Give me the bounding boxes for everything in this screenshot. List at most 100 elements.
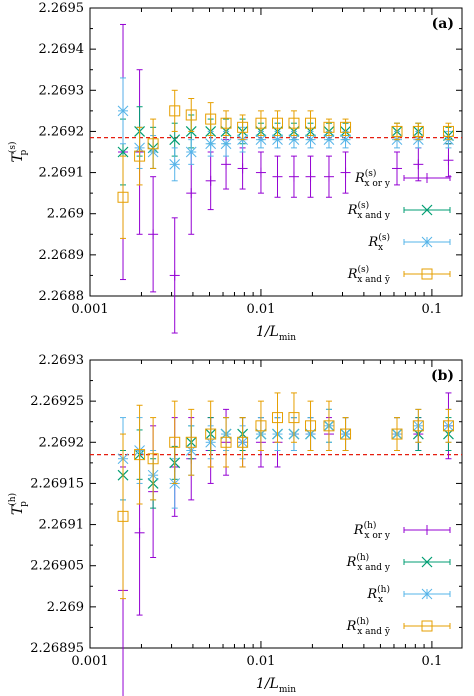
legend-marker-d2 <box>421 556 433 568</box>
y-tick-label: 2.26905 <box>30 559 84 574</box>
marker-square-sq <box>117 510 129 522</box>
data-point <box>305 155 316 198</box>
data-point <box>147 118 159 169</box>
marker-square-sq <box>147 138 159 150</box>
y-axis-sub: p <box>19 501 29 507</box>
marker-square-sq <box>272 117 284 129</box>
marker-square-sq <box>169 436 181 448</box>
data-point <box>442 122 454 141</box>
data-point <box>340 118 352 137</box>
y-tick-label: 2.2695 <box>39 1 85 16</box>
marker-square-sq <box>340 121 352 133</box>
x-tick-label: 0.001 <box>71 654 108 669</box>
y-tick-label: 2.2693 <box>39 83 85 98</box>
marker-square-sq <box>288 412 300 424</box>
panel-tag: (b) <box>431 368 454 384</box>
data-point <box>323 118 335 137</box>
data-point <box>392 151 403 186</box>
x-axis-sub: min <box>279 333 296 343</box>
series-bar <box>117 89 454 239</box>
series-or <box>118 23 454 334</box>
series-bar <box>117 392 454 600</box>
data-point <box>148 176 159 293</box>
legend-label: R(h) x and ȳ <box>346 616 391 637</box>
x-tick-label: 0.01 <box>246 302 275 317</box>
marker-star-d2 <box>185 146 197 158</box>
marker-star-d2 <box>220 138 232 150</box>
marker-star-d2 <box>340 134 351 146</box>
marker-square-sq <box>391 428 403 440</box>
legend-entry-and: R(h) x and y <box>346 552 451 573</box>
series-and <box>117 408 454 509</box>
legend-sup: (s) <box>365 168 377 179</box>
x-axis-sub: min <box>279 685 296 695</box>
y-tick-label: 2.2691 <box>39 518 85 533</box>
marker-cross-d2 <box>117 146 129 158</box>
legend-sub: x and ȳ <box>357 627 391 637</box>
data-point <box>272 110 284 137</box>
legend-label: R(h) x or y <box>353 520 391 541</box>
legend-main: R <box>347 203 358 218</box>
data-point <box>323 130 335 149</box>
marker-square-sq <box>305 117 317 129</box>
legend-main: R <box>353 523 364 538</box>
data-point <box>255 400 267 452</box>
data-point <box>305 110 317 137</box>
marker-square-sq <box>305 420 317 432</box>
y-tick-label: 2.269 <box>47 207 84 222</box>
x-axis-main: 1/L <box>256 324 279 340</box>
data-point <box>185 139 197 165</box>
legend-marker-sq <box>421 620 433 632</box>
data-point <box>237 417 249 468</box>
panel-tag: (a) <box>432 16 454 32</box>
data-point <box>443 143 454 178</box>
data-point <box>288 155 299 198</box>
legend-entry-bar: R(h) x and ȳ <box>346 616 451 637</box>
legend-main: R <box>354 171 365 186</box>
y-tick-label: 2.26895 <box>30 641 84 656</box>
data-point <box>205 151 216 211</box>
legend-sup: (h) <box>356 552 369 563</box>
legend-sub: x and ȳ <box>357 275 391 285</box>
legend-label: R(s) x or y <box>354 168 391 189</box>
data-point <box>305 400 317 452</box>
marker-square-sq <box>147 453 159 465</box>
x-tick-label: 0.001 <box>71 302 108 317</box>
marker-square-sq <box>255 420 267 432</box>
legend-sub: x <box>378 243 383 253</box>
legend-label: R(h) x <box>366 584 390 605</box>
marker-square-sq <box>220 117 232 129</box>
marker-star-d2 <box>205 138 217 150</box>
data-point <box>169 147 181 182</box>
data-point <box>117 433 129 600</box>
x-tick-label: 0.1 <box>422 654 443 669</box>
data-point <box>272 392 284 443</box>
series-and <box>117 106 454 186</box>
data-point <box>272 155 283 198</box>
marker-square-sq <box>442 125 454 137</box>
legend-sub: x or y <box>364 179 391 189</box>
plot-frame <box>89 359 463 649</box>
legend-sub: x or y <box>364 531 391 541</box>
legend-label: R(s) x <box>368 232 390 253</box>
data-point <box>117 77 129 145</box>
legend-entry-or: R(s) x or y <box>354 168 451 189</box>
data-point <box>340 130 351 149</box>
data-point <box>205 102 217 137</box>
marker-square-sq <box>237 436 249 448</box>
legend-marker-sq <box>421 268 433 280</box>
legend-main: R <box>347 267 358 282</box>
marker-cross-d2 <box>169 134 181 146</box>
data-point <box>237 114 249 141</box>
marker-star-d2 <box>272 134 283 146</box>
x-axis-main: 1/L <box>256 676 279 692</box>
legend-main: R <box>346 555 357 570</box>
panel-a: 2.2688 2.2689 2.269 2.2691 2.2692 2.2693 2.269… <box>7 1 463 343</box>
legend-entry-x: R(s) x <box>368 232 451 253</box>
data-point <box>413 147 424 182</box>
marker-star-d2 <box>305 134 316 146</box>
data-point <box>117 155 129 239</box>
x-tick-label: 0.1 <box>422 302 443 317</box>
x-axis-label: 1/Lmin <box>256 324 296 343</box>
